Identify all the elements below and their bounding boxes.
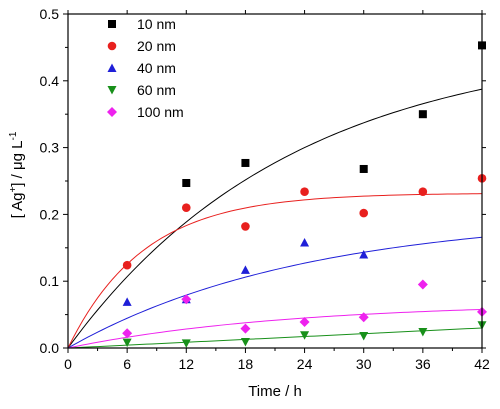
legend-label: 40 nm xyxy=(137,60,176,76)
axes: 0 6 12 18 24 30 36 42 0.0 0.1 0.2 0.3 0.4 0.5 xyxy=(40,6,490,372)
data-point xyxy=(359,208,369,218)
data-point xyxy=(122,297,132,306)
legend-label: 100 nm xyxy=(137,104,184,120)
data-point xyxy=(122,328,133,339)
x-tick-label: 36 xyxy=(415,356,431,372)
data-point xyxy=(300,187,309,196)
data-point xyxy=(299,316,310,327)
y-axis-title-unit-sup: -1 xyxy=(8,131,19,140)
data-point xyxy=(240,265,250,274)
y-axis-title: [ Ag+] / μg L-1 xyxy=(8,131,26,218)
data-point xyxy=(181,339,191,348)
legend: 10 nm 20 nm 40 nm 60 nm 100 nm xyxy=(107,16,184,120)
x-tick-label: 6 xyxy=(123,356,131,372)
x-tick-label: 42 xyxy=(474,356,490,372)
fit-curve xyxy=(67,327,483,349)
legend-label: 20 nm xyxy=(137,38,176,54)
data-point xyxy=(181,203,191,213)
y-tick-label: 0.2 xyxy=(40,206,60,222)
legend-marker xyxy=(107,86,117,95)
fit-curve xyxy=(67,236,483,349)
data-point xyxy=(240,337,250,347)
data-point xyxy=(359,249,369,259)
data-point xyxy=(122,338,132,348)
y-axis-title-sup: + xyxy=(8,187,19,193)
data-point xyxy=(359,331,369,341)
fit-curves xyxy=(67,88,483,349)
x-axis-title: Time / h xyxy=(248,383,302,400)
data-point xyxy=(122,260,132,270)
x-tick-label: 24 xyxy=(297,356,313,372)
y-tick-label: 0.3 xyxy=(40,140,60,156)
y-tick-label: 0.0 xyxy=(40,340,60,356)
data-point xyxy=(241,158,250,167)
data-point xyxy=(417,279,428,290)
x-tick-label: 0 xyxy=(64,356,72,372)
legend-marker xyxy=(108,20,116,28)
legend-label: 60 nm xyxy=(137,82,176,98)
fit-curve xyxy=(67,308,483,349)
legend-marker xyxy=(107,63,117,72)
data-point xyxy=(241,222,250,231)
x-tick-label: 18 xyxy=(238,356,254,372)
y-tick-label: 0.5 xyxy=(40,6,60,22)
fit-curve xyxy=(67,193,483,349)
x-tick-label: 30 xyxy=(356,356,372,372)
y-tick-label: 0.1 xyxy=(40,273,60,289)
y-tick-label: 0.4 xyxy=(40,73,60,89)
data-point xyxy=(240,323,251,334)
data-point xyxy=(358,312,369,323)
data-point xyxy=(182,179,191,188)
y-axis-title-main: [ Ag xyxy=(9,193,26,219)
data-point xyxy=(181,294,192,305)
legend-label: 10 nm xyxy=(137,16,176,32)
plot-frame xyxy=(67,13,483,349)
y-axis-title-unit: ] / μg L xyxy=(9,141,26,187)
data-point xyxy=(418,110,427,119)
legend-marker xyxy=(107,41,117,51)
data-point xyxy=(418,327,428,337)
x-tick-label: 12 xyxy=(178,356,194,372)
data-point xyxy=(359,164,368,173)
data-point xyxy=(300,331,310,340)
fit-curve xyxy=(67,88,483,349)
data-point xyxy=(300,237,310,247)
data-point xyxy=(418,187,428,196)
legend-marker xyxy=(107,107,117,117)
